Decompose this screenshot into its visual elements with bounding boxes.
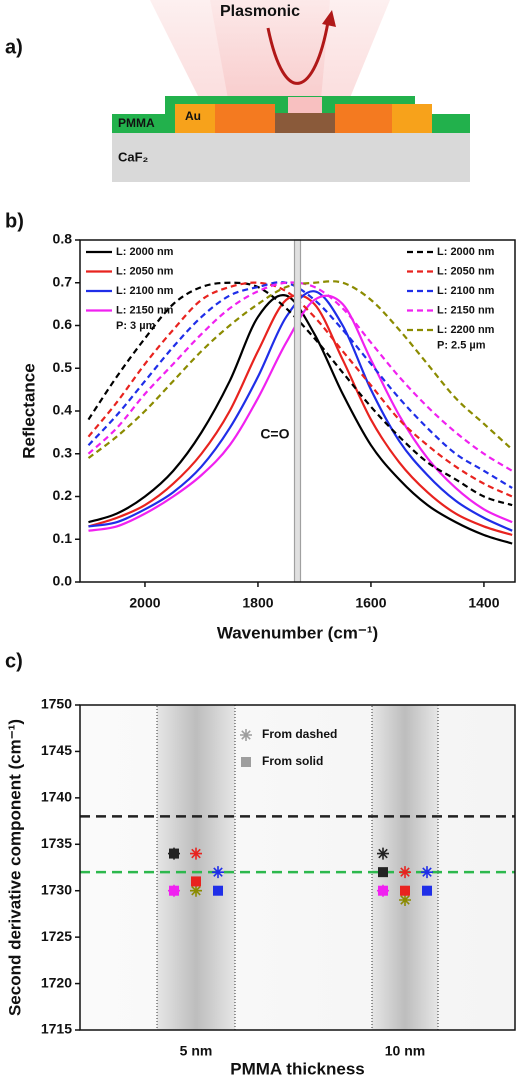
legend-note: P: 2.5 µm xyxy=(437,339,486,351)
gold-block xyxy=(175,104,215,133)
legend-label: L: 2150 nm xyxy=(437,304,495,316)
y-tick-label: 0.4 xyxy=(53,402,73,418)
gap-light xyxy=(288,97,322,113)
y-axis-label: Reflectance xyxy=(19,363,38,458)
asterisk-point xyxy=(377,847,389,860)
asterisk-point xyxy=(212,866,224,879)
layer-label: CaF₂ xyxy=(118,149,149,164)
legend-label: From dashed xyxy=(262,727,337,741)
asterisk-point xyxy=(399,894,411,906)
y-tick-label: 0.1 xyxy=(53,530,73,546)
shaded-column xyxy=(156,704,236,1031)
layer-label: Au xyxy=(185,109,201,123)
y-tick-label: 0.3 xyxy=(53,444,73,460)
x-axis-label: PMMA thickness xyxy=(230,1059,364,1078)
square-point xyxy=(378,885,388,896)
x-tick-label: 1600 xyxy=(355,595,386,611)
schematic-title: Plasmonic xyxy=(220,3,300,20)
legend-label: L: 2000 nm xyxy=(437,246,495,258)
layer-label: PMMA xyxy=(118,116,155,130)
y-tick-label: 1730 xyxy=(41,881,72,897)
y-tick-label: 1750 xyxy=(41,696,72,712)
y-tick-label: 0.2 xyxy=(53,487,73,503)
plot-frame xyxy=(79,239,516,583)
legend-label: L: 2000 nm xyxy=(116,246,174,258)
legend-label: L: 2150 nm xyxy=(116,304,174,316)
y-tick-label: 1715 xyxy=(41,1021,72,1037)
legend-label: L: 2050 nm xyxy=(116,265,174,277)
x-axis-label: Wavenumber (cm⁻¹) xyxy=(217,623,378,642)
schematic: a) Plasmonic PMMA Au CaF₂ xyxy=(5,0,470,182)
legend-label: From solid xyxy=(262,754,323,768)
asterisk-point xyxy=(399,866,411,879)
legend-swatch xyxy=(240,729,252,741)
line-series xyxy=(87,281,513,507)
y-tick-label: 0.5 xyxy=(53,359,73,375)
legend-label: L: 2100 nm xyxy=(116,285,174,297)
gold-block xyxy=(392,104,432,133)
asterisk-point xyxy=(190,884,202,897)
square-point xyxy=(169,885,179,896)
asterisk-point xyxy=(190,847,202,860)
y-tick-label: 0.6 xyxy=(53,316,73,332)
panel-label: c) xyxy=(5,650,23,672)
x-tick-label: 2000 xyxy=(129,595,160,611)
y-tick-label: 1745 xyxy=(41,742,72,758)
arrow-head xyxy=(322,10,336,27)
y-tick-label: 0.8 xyxy=(53,231,73,247)
y-tick-label: 1735 xyxy=(41,835,72,851)
y-tick-label: 1740 xyxy=(41,789,72,805)
square-point xyxy=(169,848,179,859)
y-axis-label: Second derivative component (cm⁻¹) xyxy=(5,719,24,1016)
plot-frame xyxy=(79,704,516,1031)
square-point xyxy=(191,876,201,887)
x-tick-label: 1800 xyxy=(242,595,273,611)
square-point xyxy=(378,867,388,878)
square-point xyxy=(422,885,432,896)
line-series xyxy=(87,280,513,459)
band xyxy=(293,239,302,583)
legend-note: P: 3 µm xyxy=(116,320,156,332)
asterisk-point xyxy=(421,866,433,879)
substrate xyxy=(112,133,470,182)
legend-label: L: 2100 nm xyxy=(437,285,495,297)
x-tick-label: 5 nm xyxy=(180,1043,213,1059)
legend-swatch xyxy=(241,757,251,767)
band-label: C=O xyxy=(260,426,289,442)
y-tick-label: 1720 xyxy=(41,974,72,990)
plot-bg xyxy=(80,705,515,1030)
line-series xyxy=(87,281,513,472)
arrow xyxy=(266,21,330,85)
y-tick-label: 1725 xyxy=(41,928,72,944)
panel-label: a) xyxy=(5,36,23,58)
y-tick-label: 0.0 xyxy=(53,573,73,589)
panel-label: b) xyxy=(5,210,24,232)
legend-label: L: 2200 nm xyxy=(437,324,495,336)
gap xyxy=(275,113,335,133)
legend-label: L: 2050 nm xyxy=(437,265,495,277)
square-point xyxy=(400,885,410,896)
x-tick-label: 10 nm xyxy=(385,1043,425,1059)
square-point xyxy=(213,885,223,896)
x-tick-label: 1400 xyxy=(468,595,499,611)
y-tick-label: 0.7 xyxy=(53,273,73,289)
